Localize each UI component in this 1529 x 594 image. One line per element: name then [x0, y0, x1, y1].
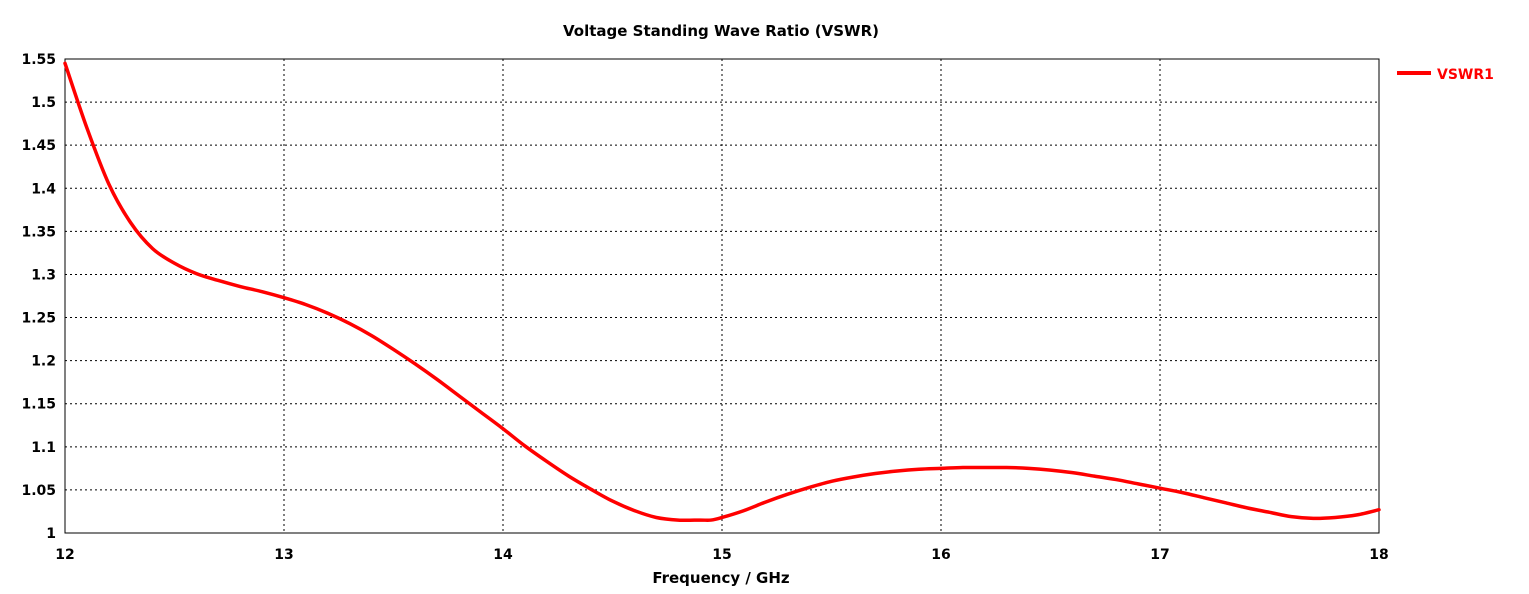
legend-label-vswr1: VSWR1 [1437, 67, 1494, 83]
y-tick-label: 1.1 [31, 440, 56, 456]
y-tick-label: 1.05 [21, 483, 56, 499]
y-tick-label: 1.5 [31, 95, 56, 111]
y-tick-label: 1.3 [31, 267, 56, 283]
legend: VSWR1 [1397, 67, 1494, 83]
y-tick-label: 1.25 [21, 311, 56, 327]
y-tick-label: 1.4 [31, 181, 56, 197]
x-tick-label: 13 [274, 547, 293, 563]
y-tick-label: 1.15 [21, 397, 56, 413]
series-line-vswr1 [63, 61, 1381, 523]
chart-title: Voltage Standing Wave Ratio (VSWR) [563, 22, 879, 40]
y-tick-label: 1.55 [21, 52, 56, 68]
grid [65, 59, 1379, 533]
y-axis-ticks: 1 1.05 1.1 1.15 1.2 1.25 1.3 1.35 1.4 1.45 1.5 1.55 [21, 52, 56, 542]
x-tick-label: 12 [55, 547, 74, 563]
x-tick-label: 17 [1150, 547, 1169, 563]
y-tick-label: 1.2 [31, 354, 56, 370]
y-tick-label: 1 [46, 526, 56, 542]
plot-area [64, 58, 1380, 534]
y-tick-label: 1.35 [21, 224, 56, 240]
x-tick-label: 15 [712, 547, 731, 563]
x-axis-ticks: 12 13 14 15 16 17 18 [55, 547, 1388, 563]
y-tick-label: 1.45 [21, 138, 56, 154]
x-tick-label: 14 [493, 547, 513, 563]
x-axis-label: Frequency / GHz [652, 569, 790, 587]
x-tick-label: 16 [931, 547, 950, 563]
x-tick-label: 18 [1369, 547, 1388, 563]
